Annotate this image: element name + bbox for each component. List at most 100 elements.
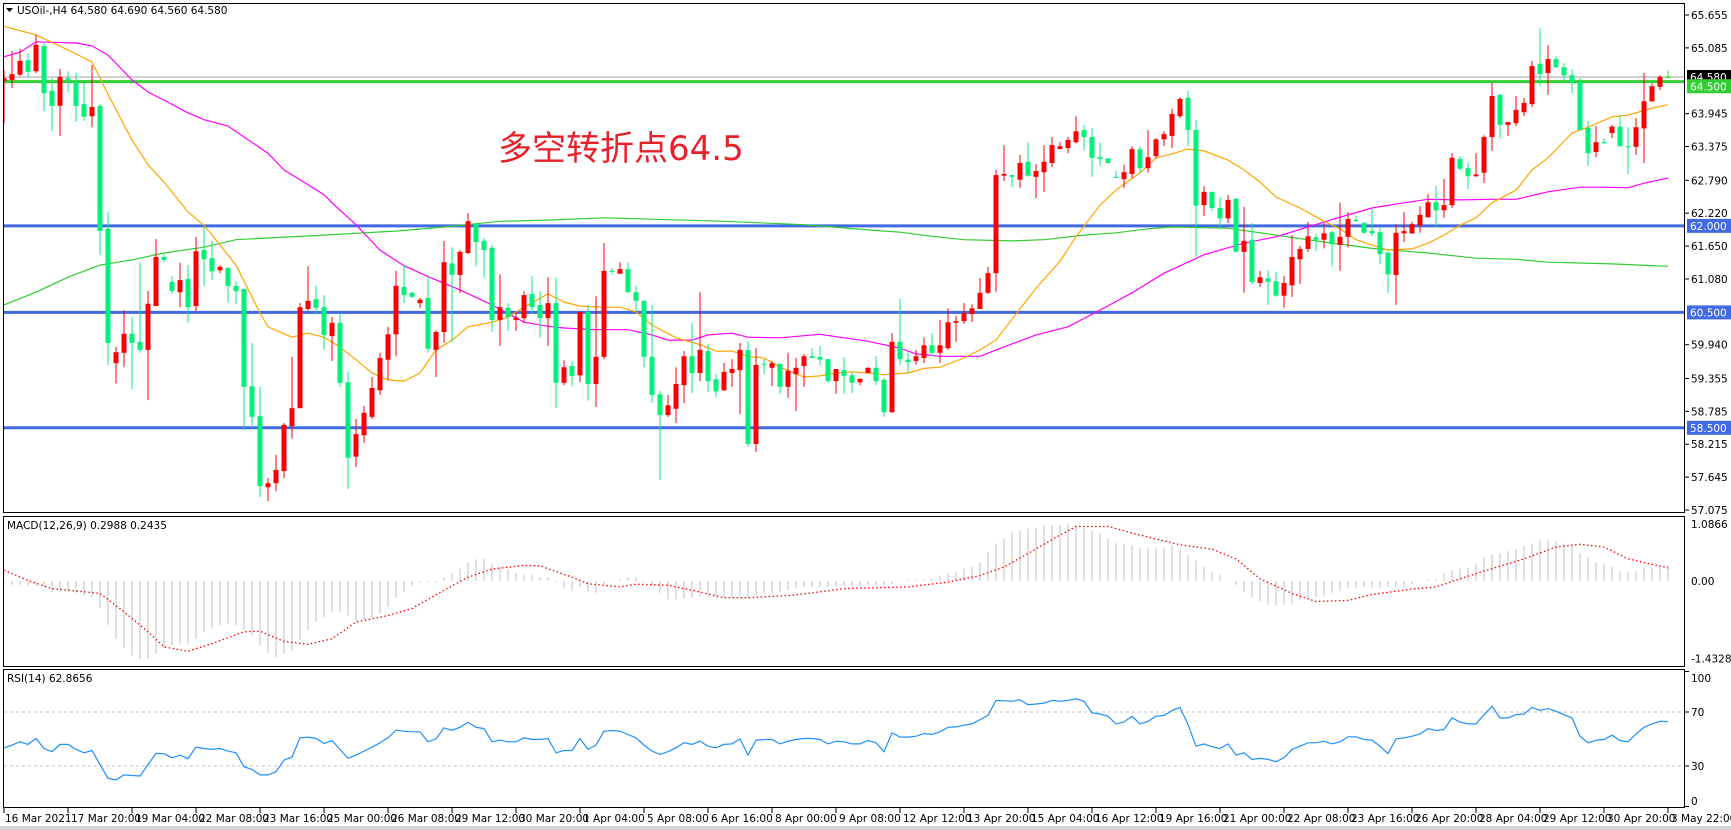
candle	[1521, 97, 1527, 117]
candle-body	[353, 434, 359, 457]
triangle-down-icon[interactable]	[6, 8, 13, 12]
time-label: 15 Apr 04:00	[1031, 813, 1099, 825]
candle	[9, 51, 15, 88]
candle	[345, 371, 351, 489]
candle	[721, 363, 727, 391]
candle	[769, 360, 775, 387]
candle-body	[257, 416, 263, 487]
time-label: 22 Mar 08:00	[199, 813, 269, 825]
candle	[1169, 108, 1175, 148]
candle-body	[449, 263, 455, 275]
candle-body	[1057, 146, 1063, 150]
candle-body	[153, 257, 159, 307]
price-tick-label: 63.375	[1691, 142, 1728, 154]
rsi-panel[interactable]	[4, 698, 1684, 781]
candle	[1281, 276, 1287, 308]
candle	[1369, 209, 1375, 237]
candle	[321, 295, 327, 350]
candle-body	[1153, 139, 1159, 157]
candle	[993, 169, 999, 293]
candle	[1529, 60, 1535, 108]
candle-body	[1265, 278, 1271, 282]
macd-panel-frame	[3, 516, 1685, 667]
candle	[1569, 68, 1575, 94]
candle	[81, 82, 87, 121]
candle-body	[689, 356, 695, 373]
candle-body	[977, 292, 983, 309]
window-bottom-edge	[0, 826, 1731, 830]
candle-body	[33, 44, 39, 72]
price-tick-label: 58.785	[1691, 406, 1728, 418]
candle	[585, 304, 591, 401]
candle	[201, 227, 207, 286]
candle	[1585, 120, 1591, 166]
candle	[793, 357, 799, 412]
time-label: 22 Apr 08:00	[1287, 813, 1355, 825]
candle	[1641, 72, 1647, 163]
candle	[185, 265, 191, 323]
candle-body	[1121, 172, 1127, 180]
candle	[865, 367, 871, 373]
candle-body	[945, 322, 951, 349]
candle	[449, 247, 455, 342]
candle	[409, 291, 415, 298]
symbol-header: USOil-,H4 64.580 64.690 64.560 64.580	[17, 5, 227, 17]
candle	[1265, 270, 1271, 305]
candle	[665, 394, 671, 417]
candle-body	[441, 262, 447, 333]
rsi-panel-frame	[3, 669, 1685, 808]
candle	[1121, 164, 1127, 188]
candle	[1193, 120, 1199, 258]
candle-body	[129, 333, 135, 343]
candle-body	[1001, 173, 1007, 176]
candle	[905, 352, 911, 373]
candle	[745, 341, 751, 447]
candle	[689, 322, 695, 394]
price-panel[interactable]	[2, 25, 1685, 502]
time-label: 6 Apr 16:00	[711, 813, 773, 825]
candle-body	[705, 351, 711, 382]
candle-body	[561, 367, 567, 383]
candle-body	[1473, 174, 1479, 177]
candle	[41, 42, 47, 112]
candle-body	[1633, 127, 1639, 147]
candle-body	[753, 364, 759, 444]
candle-body	[9, 74, 15, 80]
rsi-line	[4, 698, 1669, 781]
candle	[753, 348, 759, 453]
candle	[497, 274, 503, 346]
candle	[121, 310, 127, 368]
macd-panel[interactable]	[4, 523, 1684, 660]
candle-body	[817, 356, 823, 360]
candle	[273, 454, 279, 492]
candle	[1201, 186, 1207, 217]
candle-body	[609, 270, 615, 273]
candle	[657, 390, 663, 480]
candle	[1017, 154, 1023, 188]
candle	[433, 330, 439, 378]
candle	[353, 419, 359, 468]
candle	[489, 244, 495, 333]
candle	[1425, 194, 1431, 218]
candle	[1113, 171, 1119, 178]
time-label: 19 Mar 04:00	[135, 813, 205, 825]
candle	[505, 303, 511, 331]
level-label-64.500: 64.500	[1690, 81, 1727, 93]
candle-body	[1353, 220, 1359, 222]
candle	[1145, 130, 1151, 173]
candle	[97, 104, 103, 255]
candle	[985, 266, 991, 294]
candle	[529, 276, 535, 313]
time-label: 30 Apr 20:00	[1607, 813, 1675, 825]
candle-body	[1641, 101, 1647, 129]
candle-body	[1033, 171, 1039, 177]
level-label-64.500-box	[1687, 79, 1731, 94]
candle	[1513, 96, 1519, 127]
candle	[1385, 252, 1391, 293]
candle	[1601, 138, 1607, 144]
candle	[1457, 156, 1463, 170]
candle	[473, 222, 479, 267]
candle	[193, 236, 199, 312]
candle	[1257, 270, 1263, 288]
